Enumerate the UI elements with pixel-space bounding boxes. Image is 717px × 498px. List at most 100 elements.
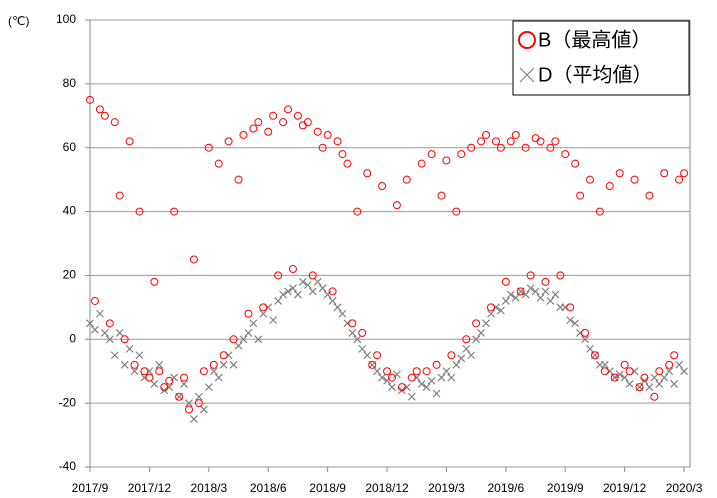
circle-marker [308,271,317,280]
circle-marker [274,271,283,280]
circle-marker [432,360,441,369]
x-marker [496,306,505,315]
x-marker [521,290,530,299]
x-marker [313,277,322,286]
x-marker [645,383,654,392]
x-marker [506,290,515,299]
x-marker [308,287,317,296]
circle-marker [150,277,159,286]
x-marker [358,344,367,353]
circle-marker [660,169,669,178]
circle-marker [125,137,134,146]
circle-marker [279,118,288,127]
circle-marker [581,328,590,337]
x-tick-label: 2019/12 [603,481,647,495]
x-marker [551,290,560,299]
y-tick-label: 60 [63,140,77,154]
circle-marker [452,207,461,216]
x-marker [427,376,436,385]
x-marker [269,316,278,325]
x-marker [511,293,520,302]
x-marker [279,290,287,299]
x-marker [393,370,401,379]
x-marker [472,335,481,344]
circle-marker [630,175,639,184]
circle-marker [135,207,144,216]
x-marker [571,319,580,328]
y-tick-label: 80 [63,76,77,90]
circle-marker [140,367,149,376]
x-tick-label: 2019/6 [487,481,524,495]
x-marker [249,319,258,328]
circle-marker [328,287,337,296]
circle-marker [556,271,565,280]
y-tick-label: -20 [59,395,77,409]
x-marker [105,335,114,344]
x-marker [546,297,555,305]
x-marker [234,341,243,350]
x-marker [120,360,129,369]
x-marker [452,360,461,369]
x-marker [194,392,203,401]
x-marker [115,328,124,337]
x-marker [680,367,688,376]
x-marker [86,319,94,328]
x-tick-label: 2020/3 [666,481,703,495]
x-marker [655,380,664,388]
x-marker [581,335,589,344]
circle-marker [501,277,510,286]
x-marker [363,351,372,360]
circle-marker [254,118,263,127]
circle-marker [373,351,382,360]
circle-marker [675,175,684,184]
circle-marker [155,367,164,376]
circle-marker [194,399,203,408]
circle-marker [214,159,223,168]
x-marker [586,344,594,353]
circle-marker [95,105,104,114]
circle-marker [353,207,362,216]
x-marker [289,284,297,293]
circle-marker [576,191,585,200]
x-marker [487,309,495,318]
circle-marker [516,287,525,296]
x-marker [457,354,466,363]
x-marker [526,284,535,293]
circle-marker [447,351,456,360]
circle-marker [358,328,367,337]
x-marker [417,380,426,388]
legend-box [512,20,690,96]
circle-marker [496,143,505,152]
circle-marker [313,127,322,136]
circle-marker [185,405,194,414]
circle-marker [665,360,674,369]
circle-marker [655,367,664,376]
circle-marker [244,309,253,318]
circle-marker [590,351,599,360]
x-marker [501,297,510,305]
circle-marker [600,367,609,376]
x-tick-label: 2019/9 [547,481,584,495]
x-marker [660,373,669,382]
circle-marker [387,373,396,382]
circle-marker [541,277,550,286]
circle-marker [625,367,634,376]
x-marker [150,380,159,388]
x-marker [625,380,634,388]
x-marker [170,373,179,382]
circle-marker [402,175,411,184]
x-marker [437,373,446,382]
x-marker [675,360,684,369]
circle-marker [551,137,560,146]
circle-marker [417,159,426,168]
circle-marker [323,130,332,139]
x-marker [348,328,357,337]
x-marker [373,367,382,376]
x-marker [185,399,193,408]
x-marker [199,405,208,414]
x-tick-label: 2018/12 [365,481,409,495]
x-marker [229,360,238,369]
x-marker [482,319,490,328]
x-marker [462,344,471,353]
x-tick-label: 2019/3 [428,481,465,495]
